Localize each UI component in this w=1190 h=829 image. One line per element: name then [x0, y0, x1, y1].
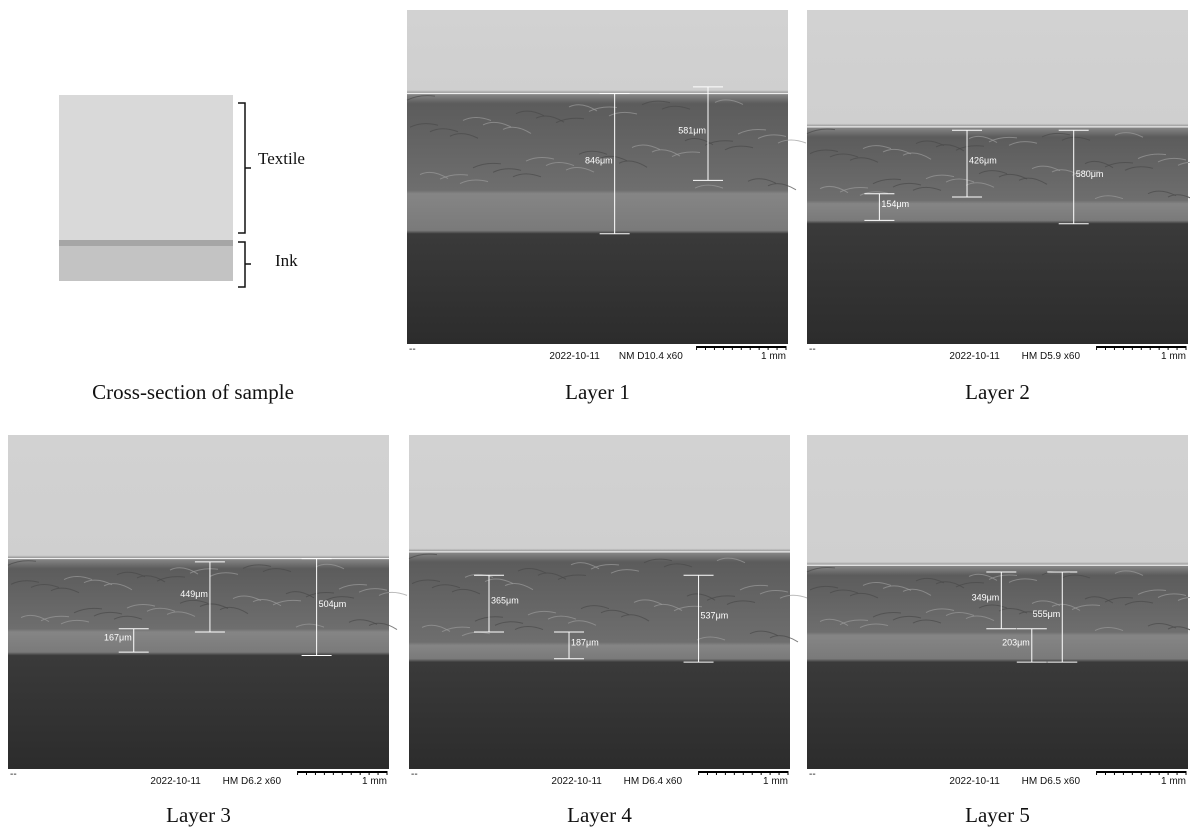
measure-label: 555μm — [1033, 609, 1061, 619]
footer-marker: -- — [10, 769, 17, 780]
caption: Layer 2 — [965, 380, 1030, 404]
caption: Layer 1 — [565, 380, 630, 404]
measure-label: 581μm — [678, 126, 706, 136]
footer-marker: -- — [809, 344, 816, 355]
sem-panel: 846μm 581μm -- 2022-10-11 NM D10.4 x60 1 mm La… — [407, 10, 806, 404]
measure-label: 187μm — [571, 637, 599, 647]
footer-marker: -- — [809, 769, 816, 780]
ink-brace — [238, 242, 251, 287]
sem-panel: 365μm 187μm 537μm -- 2022-10-11 HM D6.4 x60 1 … — [409, 435, 808, 827]
footer-settings: HM D6.5 x60 — [1022, 776, 1081, 787]
ink-layer — [59, 246, 233, 281]
sem-image — [407, 10, 788, 344]
footer-scale: 1 mm — [763, 776, 788, 787]
measure-label: 203μm — [1002, 637, 1030, 647]
footer-date: 2022-10-11 — [551, 776, 602, 787]
measure-label: 426μm — [969, 156, 997, 166]
footer-date: 2022-10-11 — [150, 776, 201, 787]
footer-scale: 1 mm — [1161, 776, 1186, 787]
measure-label: 154μm — [881, 199, 909, 209]
ink-label: Ink — [275, 251, 298, 270]
measure-label: 504μm — [319, 599, 347, 609]
footer-date: 2022-10-11 — [949, 776, 1000, 787]
measure-label: 365μm — [491, 596, 519, 606]
sem-panel: 349μm 203μm 555μm -- 2022-10-11 HM D6.5 x60 1 … — [807, 435, 1190, 827]
footer-scale: 1 mm — [362, 776, 387, 787]
caption: Cross-section of sample — [92, 380, 294, 404]
measure-label: 537μm — [701, 611, 729, 621]
textile-brace — [238, 103, 251, 233]
footer-scale: 1 mm — [1161, 351, 1186, 362]
footer-date: 2022-10-11 — [949, 351, 1000, 362]
footer-settings: HM D6.2 x60 — [223, 776, 282, 787]
measure-label: 449μm — [180, 589, 208, 599]
textile-layer — [59, 95, 233, 240]
footer-settings: HM D6.4 x60 — [624, 776, 683, 787]
caption: Layer 4 — [567, 803, 632, 827]
interface-layer — [59, 240, 233, 246]
figure: Textile Ink Cross-section of sample 846μ… — [0, 0, 1190, 829]
footer-settings: HM D5.9 x60 — [1022, 351, 1081, 362]
page: {"schematic": {"textile_label": "Textile… — [0, 0, 1190, 829]
footer-scale: 1 mm — [761, 351, 786, 362]
footer-marker: -- — [411, 769, 418, 780]
textile-label: Textile — [258, 149, 305, 168]
footer-marker: -- — [409, 344, 416, 355]
schematic: Textile Ink Cross-section of sample — [59, 95, 305, 404]
measure-label: 349μm — [972, 592, 1000, 602]
footer-date: 2022-10-11 — [549, 351, 600, 362]
measure-label: 846μm — [585, 156, 613, 166]
measure-label: 580μm — [1076, 169, 1104, 179]
measure-label: 167μm — [104, 632, 132, 642]
footer-settings: NM D10.4 x60 — [619, 351, 683, 362]
sem-panel: 426μm 154μm 580μm -- 2022-10-11 HM D5.9 x60 1 … — [807, 10, 1190, 404]
caption: Layer 3 — [166, 803, 231, 827]
caption: Layer 5 — [965, 803, 1030, 827]
sem-panel: 449μm 167μm 504μm -- 2022-10-11 HM D6.2 x60 1 … — [8, 435, 407, 827]
sem-image — [807, 10, 1188, 344]
